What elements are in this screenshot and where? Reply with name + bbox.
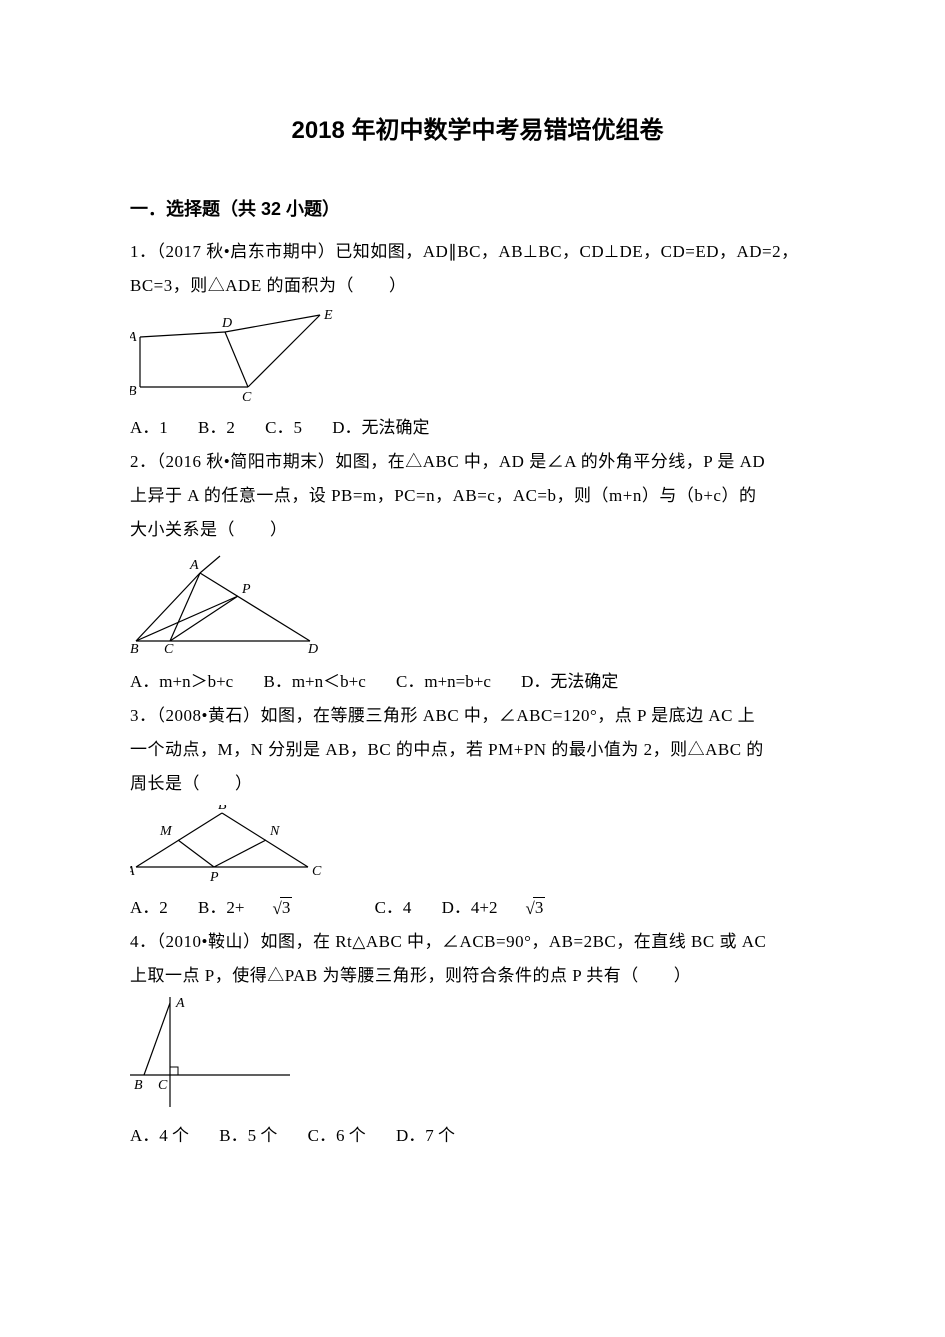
q3-stem-line2: 一个动点，M，N 分别是 AB，BC 的中点，若 PM+PN 的最小值为 2，则… [130, 733, 825, 767]
q3-option-a: A．2 [130, 898, 168, 917]
svg-text:A: A [130, 330, 137, 345]
svg-text:D: D [307, 642, 318, 657]
q1-option-c: C．5 [265, 418, 302, 437]
q4-option-c: C．6 个 [308, 1126, 366, 1145]
q3-option-b: B．2+3 [198, 898, 344, 917]
svg-text:A: A [189, 558, 199, 573]
svg-text:P: P [209, 870, 219, 885]
document-title: 2018 年初中数学中考易错培优组卷 [130, 110, 825, 145]
q3-option-d: D．4+23 [442, 898, 598, 917]
q4-option-a: A．4 个 [130, 1126, 189, 1145]
svg-text:M: M [159, 824, 173, 839]
q4-options: A．4 个 B．5 个 C．6 个 D．7 个 [130, 1119, 825, 1153]
q4-diagram: A BC [130, 997, 825, 1115]
q2-option-d: D．无法确定 [521, 672, 618, 691]
q3-stem-line1: 3．（2008•黄石）如图，在等腰三角形 ABC 中，∠ABC=120°，点 P… [130, 699, 825, 733]
page: 2018 年初中数学中考易错培优组卷 一．选择题（共 32 小题） 1．（201… [0, 0, 945, 1337]
svg-text:C: C [312, 864, 322, 879]
q4-figure-svg: A BC [130, 997, 305, 1115]
svg-text:B: B [130, 642, 139, 657]
q2-figure-svg: B C A D P [130, 551, 330, 661]
q2-options: A．m+n＞b+c B．m+n＜b+c C．m+n=b+c D．无法确定 [130, 665, 825, 699]
q4-option-d: D．7 个 [396, 1126, 455, 1145]
q3-option-c: C．4 [375, 898, 412, 917]
svg-text:B: B [134, 1078, 143, 1093]
q1-stem-line2: BC=3，则△ADE 的面积为（ ） [130, 269, 825, 303]
q3-stem-line3: 周长是（ ） [130, 767, 825, 801]
q4-option-b: B．5 个 [219, 1126, 277, 1145]
q2-option-a: A．m+n＞b+c [130, 672, 233, 691]
sqrt-icon: 3 [270, 891, 318, 925]
q3-figure-svg: A C B M N P [130, 805, 330, 887]
svg-text:P: P [241, 582, 251, 597]
q1-options: A．1 B．2 C．5 D．无法确定 [130, 411, 825, 445]
svg-text:A: A [130, 864, 135, 879]
q4-stem-line1: 4．（2010•鞍山）如图，在 Rt△ABC 中，∠ACB=90°，AB=2BC… [130, 925, 825, 959]
q3-diagram: A C B M N P [130, 805, 825, 887]
q2-diagram: B C A D P [130, 551, 825, 661]
q1-option-a: A．1 [130, 418, 168, 437]
q2-stem-line1: 2．（2016 秋•简阳市期末）如图，在△ABC 中，AD 是∠A 的外角平分线… [130, 445, 825, 479]
q1-diagram: A B C D E [130, 307, 825, 407]
svg-text:C: C [242, 390, 252, 405]
svg-text:B: B [130, 384, 137, 399]
q1-option-d: D．无法确定 [332, 418, 429, 437]
q1-option-b: B．2 [198, 418, 235, 437]
q1-stem-line1: 1．（2017 秋•启东市期中）已知如图，AD∥BC，AB⊥BC，CD⊥DE，C… [130, 235, 825, 269]
q2-stem-line2: 上异于 A 的任意一点，设 PB=m，PC=n，AB=c，AC=b，则（m+n）… [130, 479, 825, 513]
svg-text:A: A [175, 997, 185, 1011]
sqrt-icon: 3 [524, 891, 572, 925]
svg-text:E: E [323, 308, 333, 323]
section-heading: 一．选择题（共 32 小题） [130, 195, 825, 221]
svg-text:B: B [218, 805, 227, 813]
q4-stem-line2: 上取一点 P，使得△PAB 为等腰三角形，则符合条件的点 P 共有（ ） [130, 959, 825, 993]
svg-text:C: C [164, 642, 174, 657]
q3-options: A．2 B．2+3 C．4 D．4+23 [130, 891, 825, 925]
q2-option-c: C．m+n=b+c [396, 672, 491, 691]
svg-text:C: C [158, 1078, 168, 1093]
q2-option-b: B．m+n＜b+c [263, 672, 365, 691]
q1-figure-svg: A B C D E [130, 307, 340, 407]
svg-text:D: D [221, 316, 232, 331]
svg-text:N: N [269, 824, 280, 839]
q2-stem-line3: 大小关系是（ ） [130, 513, 825, 547]
